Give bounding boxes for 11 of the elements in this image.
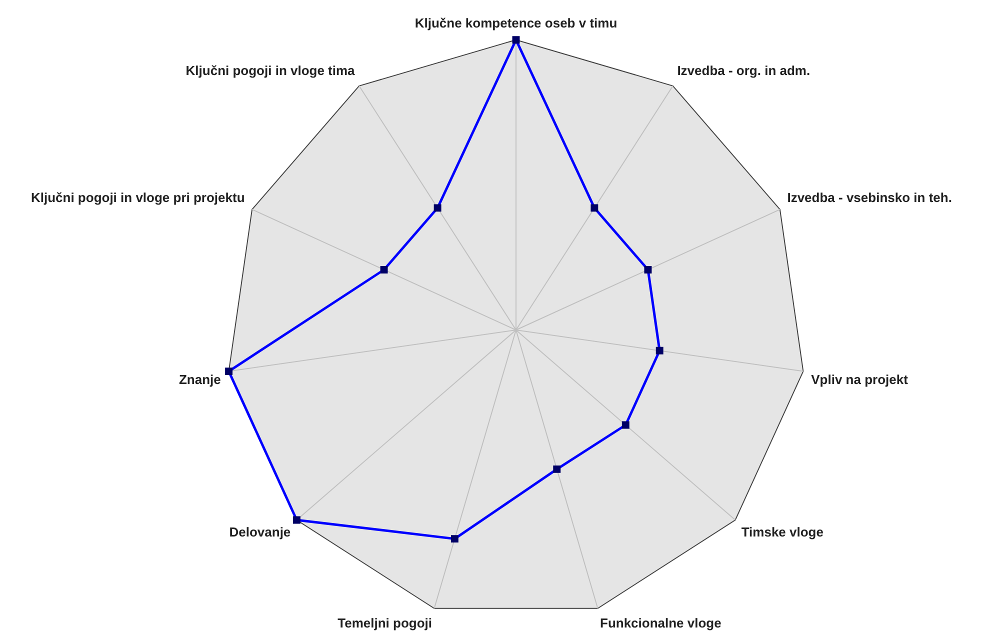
spoke-label: Izvedba - vsebinsko in teh. (787, 190, 952, 205)
spoke-label: Ključne kompetence oseb v timu (414, 16, 618, 31)
spoke-label: Funkcionalne vloge (600, 615, 722, 630)
spoke-label: Delovanje (229, 524, 291, 540)
spoke-label: Ključni pogoji in vloge tima (186, 62, 356, 78)
spoke-label: Vpliv na projekt (811, 372, 909, 387)
spoke-label: Temeljni pogoji (338, 615, 432, 630)
spoke-label: Ključni pogoji in vloge pri projektu (30, 190, 245, 205)
spoke-label: Znanje (178, 372, 221, 387)
spoke-label: Timske vloge (741, 524, 824, 540)
spoke-label: Izvedba - org. in adm. (677, 62, 810, 78)
